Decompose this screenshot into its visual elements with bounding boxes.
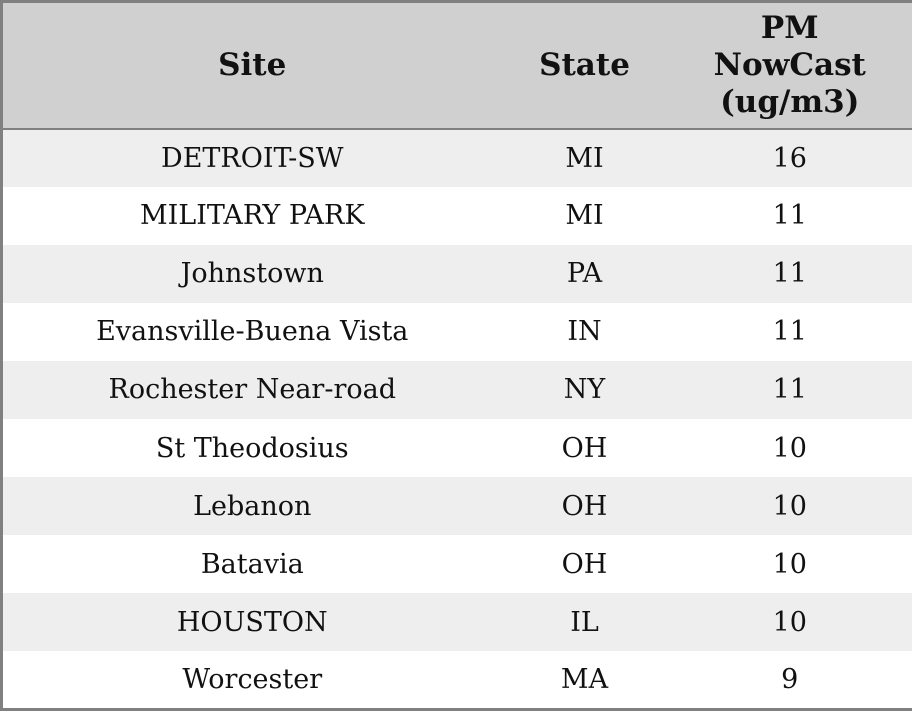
table-row: Batavia OH 10 [1,535,912,594]
header-row: Site State PM NowCast (ug/m3) [1,1,912,130]
site-cell: Lebanon [193,490,312,522]
site-cell: Worcester [182,664,323,696]
site-cell: MILITARY PARK [139,200,365,232]
state-cell: OH [561,490,608,522]
table-row: Rochester Near-road NY 11 [1,360,912,419]
state-cell: OH [561,432,608,464]
state-cell: IN [567,316,602,348]
state-cell: IL [570,606,599,638]
site-cell: HOUSTON [176,606,328,638]
table-row: HOUSTON IL 10 [1,593,912,652]
pm-nowcast-cell: 11 [772,258,807,290]
table-row: MILITARY PARK MI 11 [1,186,912,245]
table-row: DETROIT-SW MI 16 [1,128,912,187]
state-cell: MI [565,142,604,174]
table-row: Lebanon OH 10 [1,477,912,536]
state-cell: NY [563,374,606,406]
table-body: DETROIT-SW MI 16 MILITARY PARK MI 11 Johnstown… [1,128,912,710]
state-cell: OH [561,548,608,580]
table-row: Evansville-Buena Vista IN 11 [1,302,912,361]
site-cell: Evansville-Buena Vista [96,316,409,348]
pm-nowcast-cell: 10 [772,490,807,522]
pm-nowcast-cell: 11 [772,200,807,232]
pm-nowcast-cell: 10 [772,432,807,464]
state-cell: MA [560,664,609,696]
state-cell: MI [565,200,604,232]
pm-nowcast-cell: 16 [772,142,807,174]
column-header-site: Site [1,1,502,130]
pm-nowcast-cell: 10 [772,606,807,638]
site-cell: Rochester Near-road [108,374,397,406]
state-cell: PA [566,258,603,290]
site-cell: DETROIT-SW [161,142,344,174]
pm-nowcast-cell: 11 [772,316,807,348]
pm-nowcast-cell: 11 [772,374,807,406]
site-cell: Batavia [200,548,304,580]
site-cell: Johnstown [180,258,324,290]
table-header: Site State PM NowCast (ug/m3) [1,1,912,130]
column-header-pm-nowcast: PM NowCast (ug/m3) [667,1,912,130]
column-header-state: State [501,1,668,130]
pm-nowcast-cell: 10 [772,548,807,580]
table-row: Johnstown PA 11 [1,244,912,303]
site-cell: St Theodosius [155,432,349,464]
table-row: Worcester MA 9 [1,651,912,710]
table-row: St Theodosius OH 10 [1,418,912,478]
pm-nowcast-cell: 9 [781,664,799,696]
